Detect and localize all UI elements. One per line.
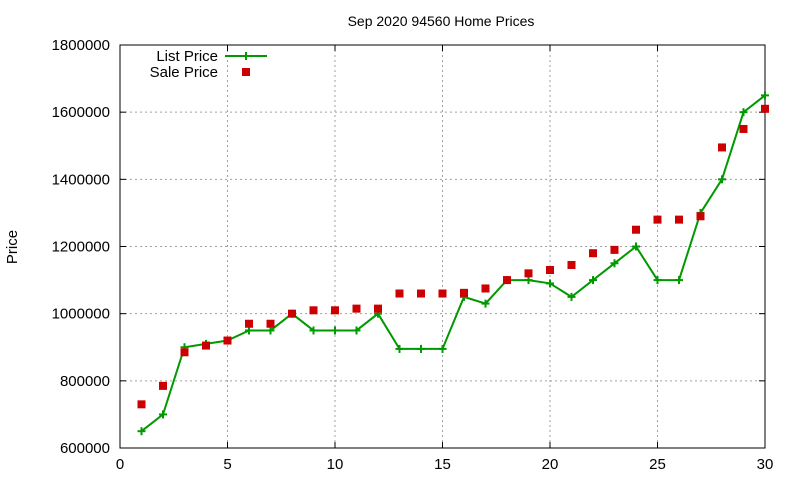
sale-price-point xyxy=(352,304,361,313)
list-price-point xyxy=(632,242,640,251)
sale-price-point xyxy=(137,400,146,409)
sale-price-point xyxy=(417,289,425,298)
list-price-point xyxy=(245,326,253,335)
list-price-point xyxy=(159,410,167,419)
series-layer xyxy=(137,91,769,436)
y-axis-label: Price xyxy=(4,230,21,264)
legend-square-marker xyxy=(242,68,250,76)
list-price-point xyxy=(266,326,275,335)
list-price-point xyxy=(331,326,339,335)
y-tick-label: 1200000 xyxy=(52,239,110,256)
sale-price-point xyxy=(675,215,683,224)
sale-price-point xyxy=(180,348,189,357)
list-price-point xyxy=(589,276,597,285)
sale-price-point xyxy=(567,260,576,269)
y-tick-label: 800000 xyxy=(60,373,110,390)
sale-price-point xyxy=(309,306,318,315)
x-tick-label: 0 xyxy=(116,456,124,473)
sale-price-point xyxy=(374,304,382,313)
chart-title: Sep 2020 94560 Home Prices xyxy=(348,13,535,29)
x-tick-label: 20 xyxy=(542,456,559,473)
y-tick-label: 1400000 xyxy=(52,171,110,188)
x-tick-label: 5 xyxy=(223,456,231,473)
axis-ticks: 0 5 10 15 20 25 30 600000 800000 1000000 1200000 14… xyxy=(52,37,774,473)
list-price-point xyxy=(739,108,748,117)
sale-price-point xyxy=(481,284,490,293)
list-price-point xyxy=(546,279,554,288)
list-price-point xyxy=(675,276,683,285)
sale-price-point xyxy=(718,143,726,152)
sale-price-point xyxy=(245,319,253,328)
legend-label: Sale Price xyxy=(150,64,218,81)
list-price-point xyxy=(309,326,318,335)
list-price-point xyxy=(417,344,425,353)
list-price-point xyxy=(352,326,361,335)
list-price-point xyxy=(137,427,146,436)
y-tick-label: 1600000 xyxy=(52,104,110,121)
list-price-point xyxy=(653,276,662,285)
list-price-point xyxy=(524,276,533,285)
list-price-point xyxy=(438,344,447,353)
y-tick-label: 600000 xyxy=(60,440,110,457)
sale-price-point xyxy=(288,309,296,318)
sale-price-point xyxy=(438,289,447,298)
sale-price-point xyxy=(223,336,232,345)
list-price-point xyxy=(610,259,619,268)
list-price-point xyxy=(761,91,769,100)
sale-price-point xyxy=(460,288,468,297)
sale-price-point xyxy=(202,341,210,350)
x-tick-label: 15 xyxy=(434,456,451,473)
x-tick-label: 10 xyxy=(327,456,344,473)
sale-price-point xyxy=(739,124,748,133)
sale-price-point xyxy=(331,306,339,315)
y-tick-label: 1800000 xyxy=(52,37,110,54)
legend-label: List Price xyxy=(156,48,218,65)
x-tick-label: 25 xyxy=(649,456,666,473)
sale-price-point xyxy=(632,225,640,234)
sale-price-point xyxy=(696,212,705,221)
list-price-point xyxy=(395,344,404,353)
list-price-point xyxy=(567,292,576,301)
x-tick-label: 30 xyxy=(757,456,774,473)
y-tick-label: 1000000 xyxy=(52,306,110,323)
sale-price-point xyxy=(395,289,404,298)
sale-price-point xyxy=(524,269,533,278)
series-list-price xyxy=(137,91,769,436)
sale-price-point xyxy=(503,276,511,285)
sale-price-point xyxy=(266,319,275,328)
sale-price-point xyxy=(159,381,167,390)
sale-price-point xyxy=(546,266,554,275)
series-sale-price xyxy=(137,104,769,409)
grid-lines xyxy=(120,45,765,448)
sale-price-point xyxy=(653,215,662,224)
legend-plus-marker xyxy=(242,52,250,60)
sale-price-point xyxy=(761,104,769,113)
sale-price-point xyxy=(610,245,619,254)
list-price-point xyxy=(718,175,726,184)
list-price-point xyxy=(481,299,490,308)
sale-price-point xyxy=(589,249,597,258)
